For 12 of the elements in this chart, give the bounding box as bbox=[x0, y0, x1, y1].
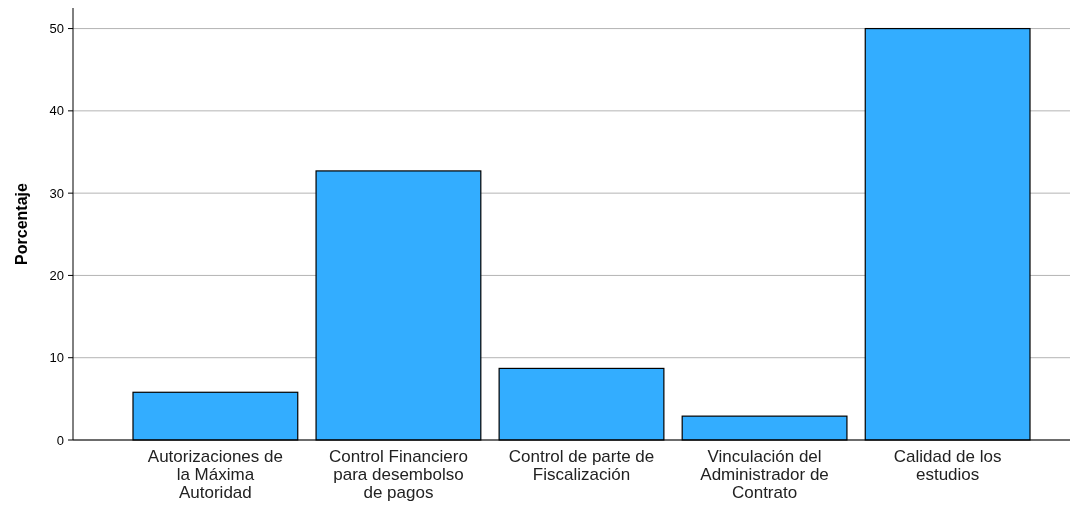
x-tick-label: Control de parte de Fiscalización bbox=[508, 447, 655, 484]
y-tick-label: 20 bbox=[49, 267, 64, 283]
y-tick-label: 0 bbox=[56, 432, 64, 448]
y-tick-label: 30 bbox=[49, 185, 64, 201]
x-tick-label: Calidad de los estudios bbox=[893, 447, 1002, 484]
y-tick-label: 10 bbox=[49, 350, 64, 366]
y-tick-label: 50 bbox=[49, 21, 64, 37]
y-axis-title: Porcentaje bbox=[13, 182, 30, 265]
x-tick-label: Control Financiero para desembolso de pagos bbox=[328, 447, 468, 502]
y-tick-label: 40 bbox=[49, 103, 64, 119]
x-tick-label: Vinculación del Administrador de Contrato bbox=[700, 447, 829, 502]
x-tick-label: Autorizaciones de la Máxima Autoridad bbox=[147, 447, 283, 502]
